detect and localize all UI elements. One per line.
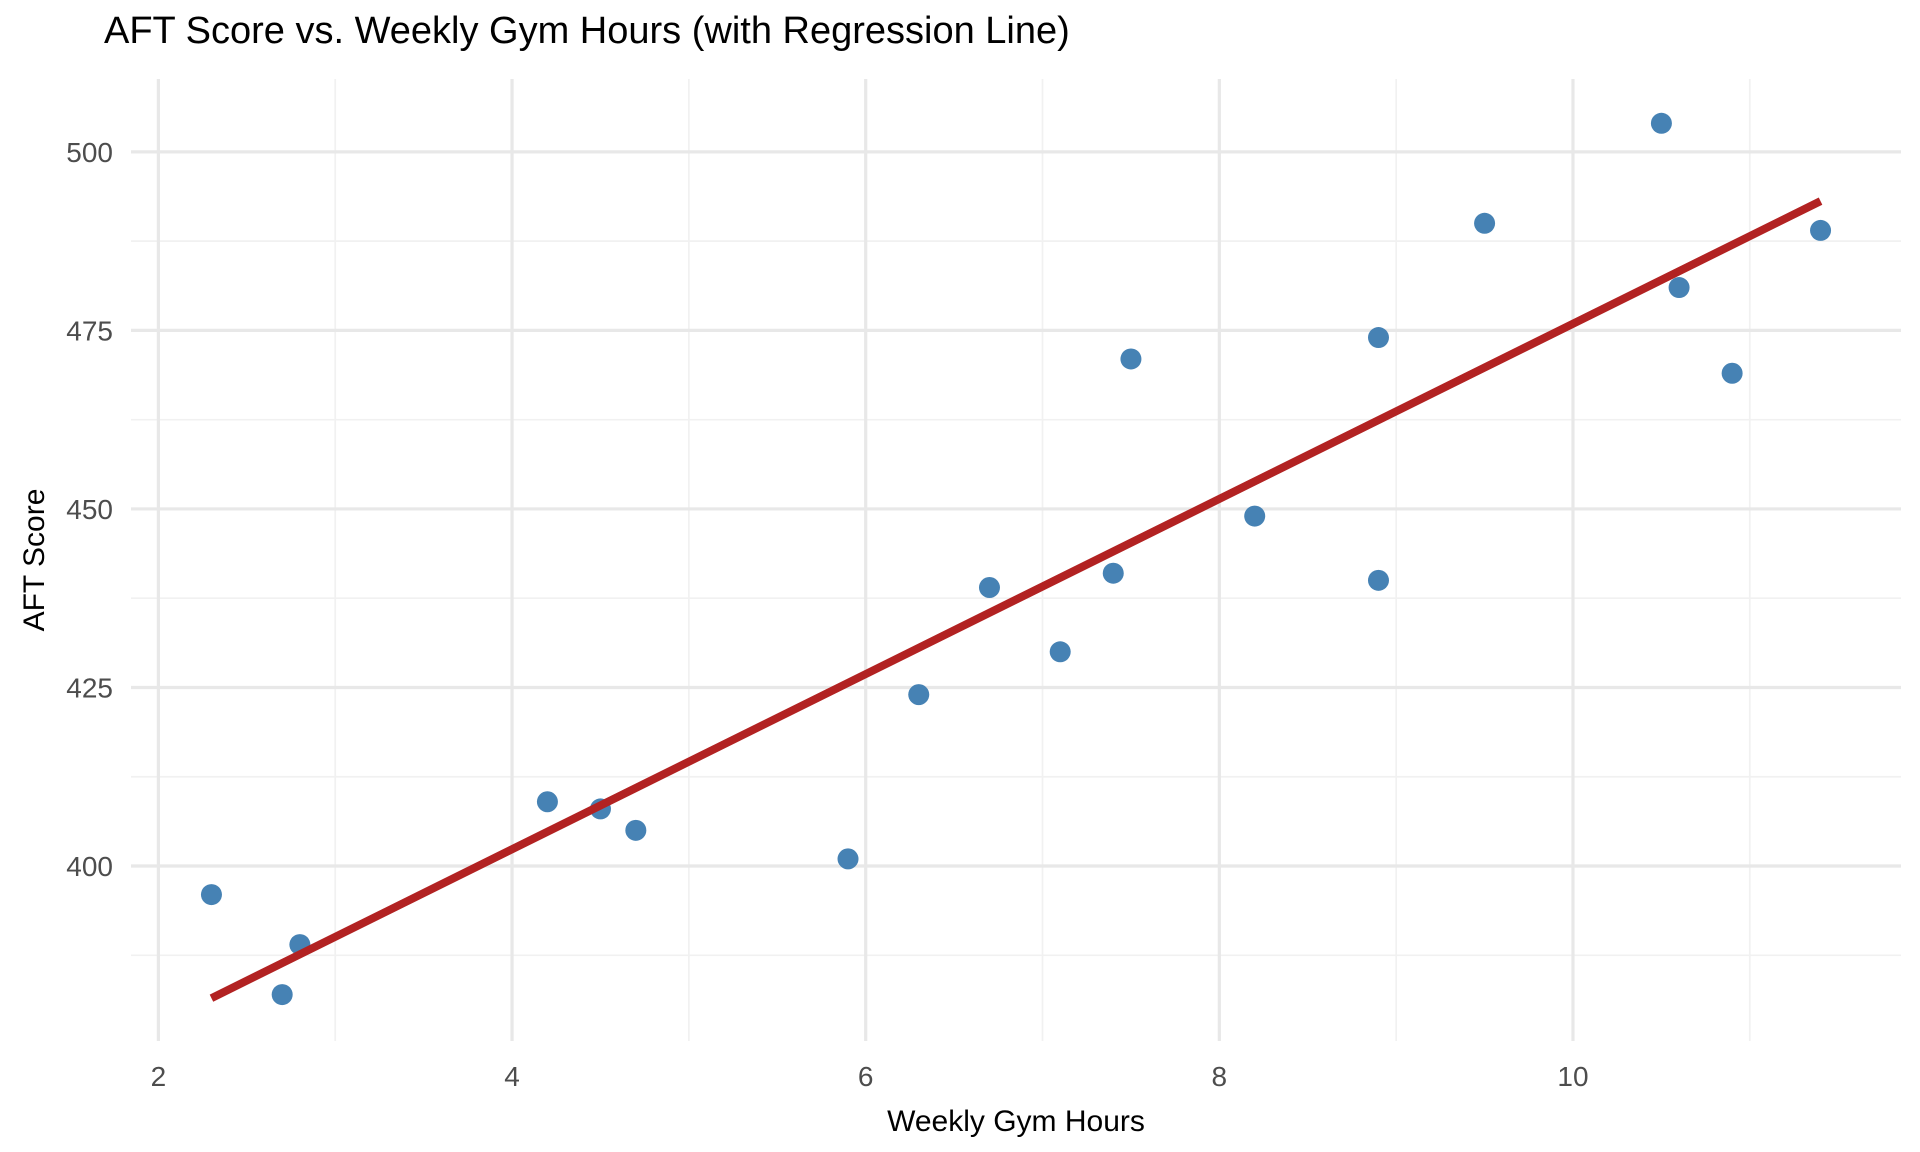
data-point [625, 819, 647, 841]
scatter-points [200, 112, 1832, 1006]
data-point [1367, 569, 1389, 591]
y-tick-label: 425 [66, 672, 113, 703]
x-axis-title: Weekly Gym Hours [887, 1105, 1145, 1138]
minor-gridlines [131, 79, 1901, 1041]
x-tick-label: 2 [151, 1061, 167, 1092]
data-point [1102, 562, 1124, 584]
x-tick-label: 4 [504, 1061, 520, 1092]
y-axis-title: AFT Score [18, 489, 51, 632]
data-point [271, 984, 293, 1006]
y-tick-label: 450 [66, 494, 113, 525]
data-point [536, 791, 558, 813]
chart-title: AFT Score vs. Weekly Gym Hours (with Reg… [104, 10, 1070, 52]
data-point [1721, 362, 1743, 384]
y-tick-label: 500 [66, 137, 113, 168]
data-point [200, 884, 222, 906]
x-tick-label: 10 [1557, 1061, 1588, 1092]
data-point [908, 684, 930, 706]
data-point [978, 576, 1000, 598]
data-point [1668, 277, 1690, 299]
major-gridlines [131, 79, 1901, 1041]
regression-line [209, 197, 1823, 1002]
y-tick-label: 475 [66, 315, 113, 346]
x-tick-label: 6 [858, 1061, 874, 1092]
data-point [1650, 112, 1672, 134]
y-axis-tick-labels: 400 425 450 475 500 [66, 137, 113, 882]
x-tick-label: 8 [1212, 1061, 1228, 1092]
data-point [1049, 641, 1071, 663]
data-point [1810, 219, 1832, 241]
y-tick-label: 400 [66, 851, 113, 882]
data-point [1120, 348, 1142, 370]
data-point [837, 848, 859, 870]
data-point [1474, 212, 1496, 234]
data-point [1367, 327, 1389, 349]
data-point [1244, 505, 1266, 527]
x-axis-tick-labels: 2 4 6 8 10 [151, 1061, 1589, 1092]
